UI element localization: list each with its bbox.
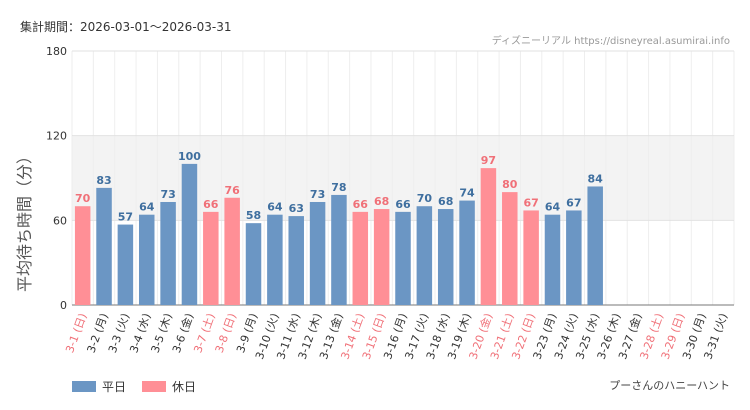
- bar: [138, 214, 155, 305]
- bar-value-label: 76: [225, 184, 241, 197]
- bar: [96, 187, 112, 305]
- period-prefix: 集計期間：: [20, 20, 81, 34]
- y-tick-label: 60: [53, 214, 67, 227]
- y-tick-label: 0: [60, 299, 67, 312]
- bar: [117, 224, 134, 305]
- attraction-name: プーさんのハニーハント: [609, 379, 730, 392]
- source-credit: ディズニーリアル https://disneyreal.asumirai.inf…: [491, 36, 730, 47]
- legend-holiday: 休日: [142, 378, 196, 395]
- bar-value-label: 58: [246, 209, 261, 222]
- period-start: 2026-03-01: [80, 20, 150, 34]
- bar: [245, 223, 262, 305]
- bar-value-label: 80: [502, 178, 518, 191]
- bar-value-label: 68: [374, 195, 389, 208]
- bar-value-label: 70: [417, 192, 433, 205]
- bar-value-label: 57: [118, 211, 133, 224]
- period-end: 2026-03-31: [161, 20, 232, 34]
- bar-value-label: 66: [353, 198, 369, 211]
- bar: [566, 210, 582, 305]
- bar: [288, 216, 304, 305]
- bar: [309, 201, 326, 305]
- bar: [587, 186, 603, 305]
- legend-weekday: 平日: [72, 378, 126, 395]
- bar: [160, 201, 176, 305]
- bar: [331, 194, 347, 305]
- legend-holiday-label: 休日: [172, 380, 197, 394]
- bar-value-label: 63: [289, 202, 304, 215]
- bar-value-label: 73: [310, 188, 325, 201]
- bar-value-label: 66: [203, 198, 219, 211]
- bar: [352, 211, 369, 305]
- period-label: 集計期間：2026-03-01～2026-03-31: [20, 18, 232, 35]
- bar-value-label: 66: [395, 198, 411, 211]
- bar-value-label: 78: [331, 181, 346, 194]
- bar: [523, 210, 539, 305]
- bar-value-label: 64: [139, 201, 155, 214]
- legend-weekday-swatch: [72, 381, 96, 392]
- bar: [480, 168, 497, 305]
- bar: [267, 214, 283, 305]
- bar-value-label: 67: [566, 196, 581, 209]
- bar: [373, 209, 390, 305]
- bar-value-label: 68: [438, 195, 453, 208]
- bar: [416, 206, 433, 305]
- legend-weekday-label: 平日: [102, 380, 127, 394]
- bar: [544, 214, 561, 305]
- bar: [224, 197, 240, 305]
- bar-value-label: 74: [459, 187, 475, 200]
- y-tick-label: 120: [46, 130, 67, 143]
- bar: [74, 206, 91, 305]
- bar: [437, 209, 454, 305]
- bar-value-label: 97: [481, 154, 496, 167]
- bar: [395, 211, 411, 305]
- y-tick-label: 180: [46, 45, 67, 58]
- bar-value-label: 70: [75, 192, 91, 205]
- bar-value-label: 64: [545, 201, 561, 214]
- bar-value-label: 73: [160, 188, 175, 201]
- bar: [203, 211, 219, 305]
- bar: [459, 200, 475, 305]
- bar: [181, 163, 198, 305]
- bar-value-label: 84: [588, 172, 604, 185]
- legend-holiday-swatch: [142, 381, 167, 392]
- bar: [502, 192, 518, 305]
- bar-value-label: 83: [96, 174, 111, 187]
- bar-value-label: 67: [523, 196, 538, 209]
- bar-value-label: 64: [267, 201, 283, 214]
- period-separator: ～: [149, 20, 162, 34]
- bar-value-label: 100: [178, 150, 201, 163]
- legend: 平日 休日: [72, 378, 196, 395]
